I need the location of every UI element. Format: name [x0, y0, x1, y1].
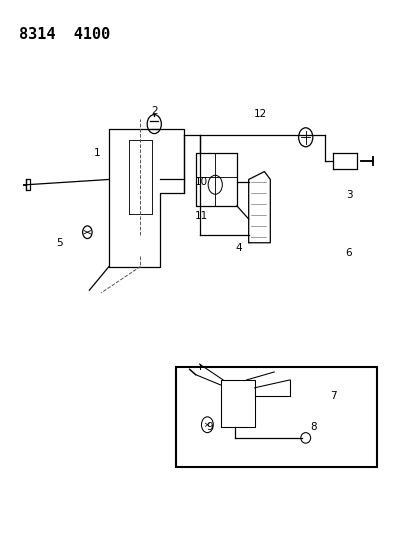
Text: 8: 8 — [310, 422, 317, 432]
Text: 4: 4 — [235, 243, 242, 253]
Text: 7: 7 — [330, 391, 337, 401]
Text: 6: 6 — [346, 248, 352, 259]
Text: 9: 9 — [206, 422, 213, 432]
Text: 5: 5 — [57, 238, 63, 248]
Text: 11: 11 — [195, 212, 208, 221]
Text: 2: 2 — [151, 106, 158, 116]
Text: 12: 12 — [254, 109, 267, 118]
FancyBboxPatch shape — [176, 367, 377, 467]
Text: 3: 3 — [346, 190, 352, 200]
Text: 10: 10 — [195, 177, 208, 187]
Text: 1: 1 — [94, 148, 101, 158]
Text: 8314  4100: 8314 4100 — [18, 27, 110, 42]
